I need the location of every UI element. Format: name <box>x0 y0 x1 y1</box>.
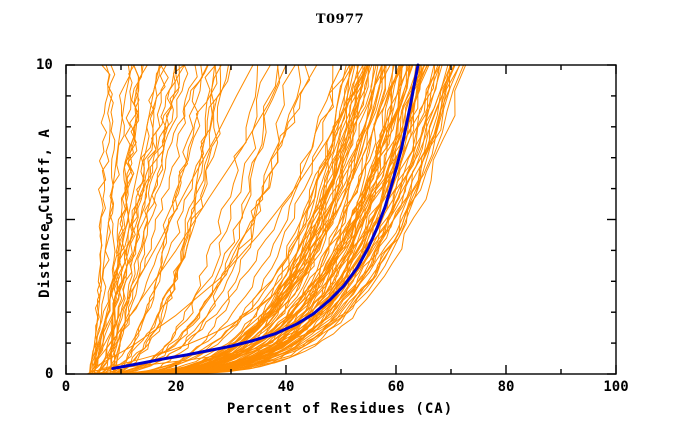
x-axis-label: Percent of Residues (CA) <box>226 401 454 417</box>
y-tick-label: 0 <box>45 366 54 382</box>
prediction-curve <box>86 64 232 375</box>
prediction-curve-outlier-mid-fan-1 <box>93 64 254 366</box>
prediction-curve <box>104 64 311 375</box>
x-tick-label: 0 <box>61 379 71 395</box>
prediction-curve-outlier-shallow-long <box>93 64 369 369</box>
prediction-outlier-curve <box>89 64 144 375</box>
prediction-curve <box>96 64 383 375</box>
prediction-outlier-curve <box>93 64 113 375</box>
prediction-outlier-curve <box>94 64 222 375</box>
prediction-curve <box>89 64 425 375</box>
prediction-curve <box>110 64 296 375</box>
prediction-outlier-curve <box>96 64 176 375</box>
highlighted-model-curve <box>111 63 420 370</box>
prediction-curve <box>105 64 318 375</box>
x-tick-label: 60 <box>387 379 405 395</box>
prediction-curve-model-bundle-upper-envelope <box>98 64 386 370</box>
x-tick-label: 20 <box>167 379 185 395</box>
prediction-curve-outlier-mid-fan-2 <box>93 64 287 366</box>
prediction-curve <box>95 64 343 375</box>
prediction-curve <box>87 64 421 375</box>
x-tick-label: 40 <box>277 379 295 395</box>
chart-title: T0977 <box>315 12 365 27</box>
prediction-curve-outlier-steep-left-2 <box>93 64 160 367</box>
prediction-curve <box>88 64 467 375</box>
prediction-outlier-curve <box>96 64 169 375</box>
prediction-curve <box>112 64 351 375</box>
prediction-outlier-curve <box>86 64 216 375</box>
prediction-curve <box>86 64 452 375</box>
prediction-curve <box>87 64 391 375</box>
prediction-curve-model-bundle-lower-envelope <box>93 64 455 372</box>
y-tick-label: 10 <box>36 57 53 73</box>
prediction-outlier-curve <box>114 64 185 375</box>
prediction-curve <box>98 64 465 375</box>
axis-ticks <box>65 64 617 375</box>
prediction-outlier-curve <box>89 64 180 375</box>
x-tick-label: 100 <box>603 379 629 395</box>
prediction-outlier-curve <box>91 64 131 375</box>
x-tick-label: 80 <box>497 379 515 395</box>
y-tick-label: 5 <box>45 211 54 228</box>
prediction-outlier-curve <box>98 64 160 375</box>
prediction-curve <box>92 64 368 375</box>
prediction-outlier-curve <box>92 64 209 375</box>
highlighted-curve <box>111 63 420 370</box>
prediction-outlier-curve <box>108 64 116 375</box>
prediction-curve-outlier-steep-left-1 <box>90 64 133 369</box>
prediction-outlier-curve <box>112 64 163 375</box>
prediction-curve <box>97 64 451 375</box>
prediction-curve <box>108 64 229 375</box>
prediction-outlier-curve <box>108 64 209 375</box>
prediction-outlier-curve <box>92 64 198 375</box>
